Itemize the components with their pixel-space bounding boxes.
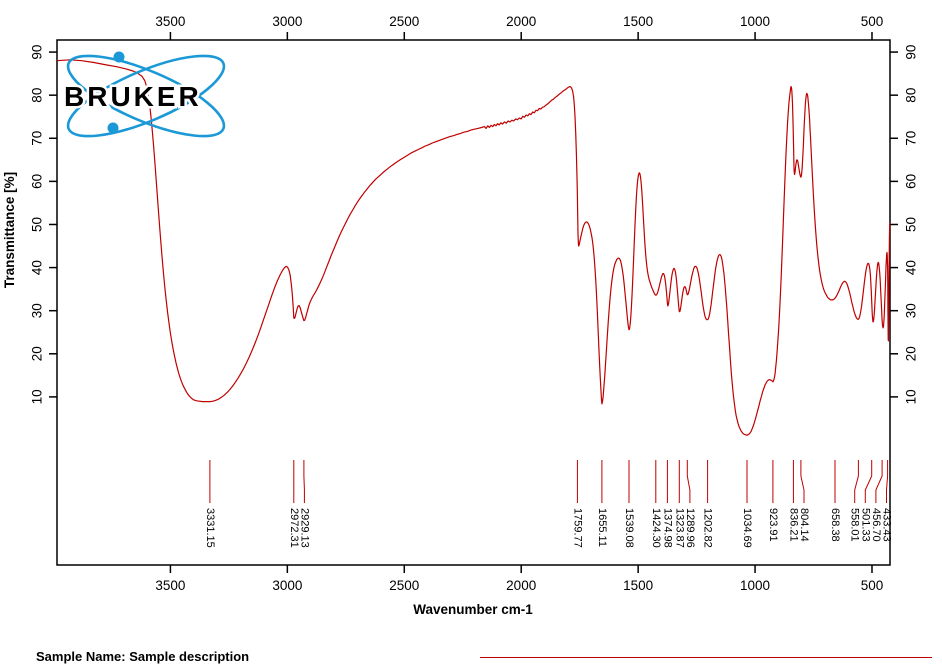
peak-label: 558.01 [849, 508, 861, 542]
x-tick-label-bottom: 3000 [272, 578, 302, 593]
y-tick-label-right: 60 [904, 174, 919, 189]
y-tick-label-right: 80 [904, 88, 919, 103]
peak-label: 1759.77 [571, 508, 583, 548]
x-tick-label-top: 2000 [506, 14, 536, 29]
x-tick-label-bottom: 2500 [389, 578, 419, 593]
peak-marker-line [886, 460, 889, 503]
chart-generated-layer: 3500 3500 3000 3000 2500 2500 2000 2000 1500 1500… [30, 14, 919, 593]
y-axis-title: Transmittance [%] [2, 172, 17, 288]
peak-marker-line [303, 460, 305, 503]
peak-label: 1323.87 [673, 508, 685, 548]
logo-electron-dot-top [113, 51, 125, 63]
peak-marker-line [800, 460, 805, 503]
peak-label: 1539.08 [623, 508, 635, 548]
y-tick-label-right: 70 [904, 131, 919, 146]
peak-label: 433.43 [881, 508, 893, 542]
spectrum-curve [56, 59, 891, 436]
y-tick-label-right: 50 [904, 217, 919, 232]
x-tick-label-top: 1500 [623, 14, 653, 29]
plot-frame [56, 39, 891, 566]
y-tick-label-right: 90 [904, 45, 919, 60]
logo-orbit-ellipse-1 [66, 54, 226, 138]
y-tick-label-left: 20 [30, 346, 45, 361]
peak-label: 804.14 [798, 508, 810, 542]
peak-label: 2929.13 [298, 508, 310, 548]
bruker-logo: BRUKER [62, 51, 226, 138]
peak-label: 1034.69 [741, 508, 753, 548]
peak-marker-line [854, 460, 859, 503]
peak-label: 3331.15 [204, 508, 216, 548]
footer: Sample Name: Sample description [0, 640, 942, 672]
peak-label: 1655.11 [596, 508, 608, 547]
x-tick-label-top: 2500 [389, 14, 419, 29]
peak-marker-line [864, 460, 873, 503]
ftir-spectrum-chart: 3500 3500 3000 3000 2500 2500 2000 2000 1500 1500… [2, 14, 919, 617]
x-tick-label-bottom: 2000 [506, 578, 536, 593]
y-tick-label-right: 30 [904, 303, 919, 318]
x-tick-label-top: 3000 [272, 14, 302, 29]
y-tick-label-right: 20 [904, 346, 919, 361]
peak-label: 456.70 [870, 508, 882, 542]
x-tick-label-bottom: 500 [861, 578, 884, 593]
x-axis-title: Wavenumber cm-1 [413, 602, 533, 617]
y-tick-label-left: 80 [30, 88, 45, 103]
x-tick-label-top: 1000 [740, 14, 770, 29]
y-tick-label-left: 10 [30, 389, 45, 404]
x-tick-label-bottom: 3500 [155, 578, 185, 593]
peak-label: 1374.98 [661, 508, 673, 548]
sample-legend-line [480, 657, 932, 658]
peak-label: 501.33 [859, 508, 871, 542]
peak-label: 1202.82 [702, 508, 714, 548]
x-tick-label-bottom: 1000 [740, 578, 770, 593]
y-tick-label-left: 50 [30, 217, 45, 232]
y-tick-label-left: 90 [30, 45, 45, 60]
peak-label: 836.21 [787, 508, 799, 542]
peak-label: 923.91 [767, 508, 779, 542]
peak-label: 658.38 [829, 508, 841, 542]
x-tick-label-bottom: 1500 [623, 578, 653, 593]
peak-label: 1289.96 [684, 508, 696, 548]
sample-name-label: Sample Name: Sample description [36, 649, 250, 664]
logo-electron-dot-bottom [107, 122, 119, 134]
logo-orbit-ellipse-2 [66, 54, 226, 138]
logo-text: BRUKER [64, 81, 202, 112]
peak-label: 2972.31 [288, 508, 300, 548]
x-tick-label-top: 3500 [155, 14, 185, 29]
peak-marker-line [875, 460, 883, 503]
y-tick-label-right: 10 [904, 389, 919, 404]
y-tick-label-right: 40 [904, 260, 919, 275]
y-tick-label-left: 40 [30, 260, 45, 275]
y-tick-label-left: 30 [30, 303, 45, 318]
peak-marker-line [686, 460, 691, 503]
x-tick-label-top: 500 [861, 14, 884, 29]
y-tick-label-left: 60 [30, 174, 45, 189]
peak-label: 1424.30 [650, 508, 662, 548]
y-tick-label-left: 70 [30, 131, 45, 146]
